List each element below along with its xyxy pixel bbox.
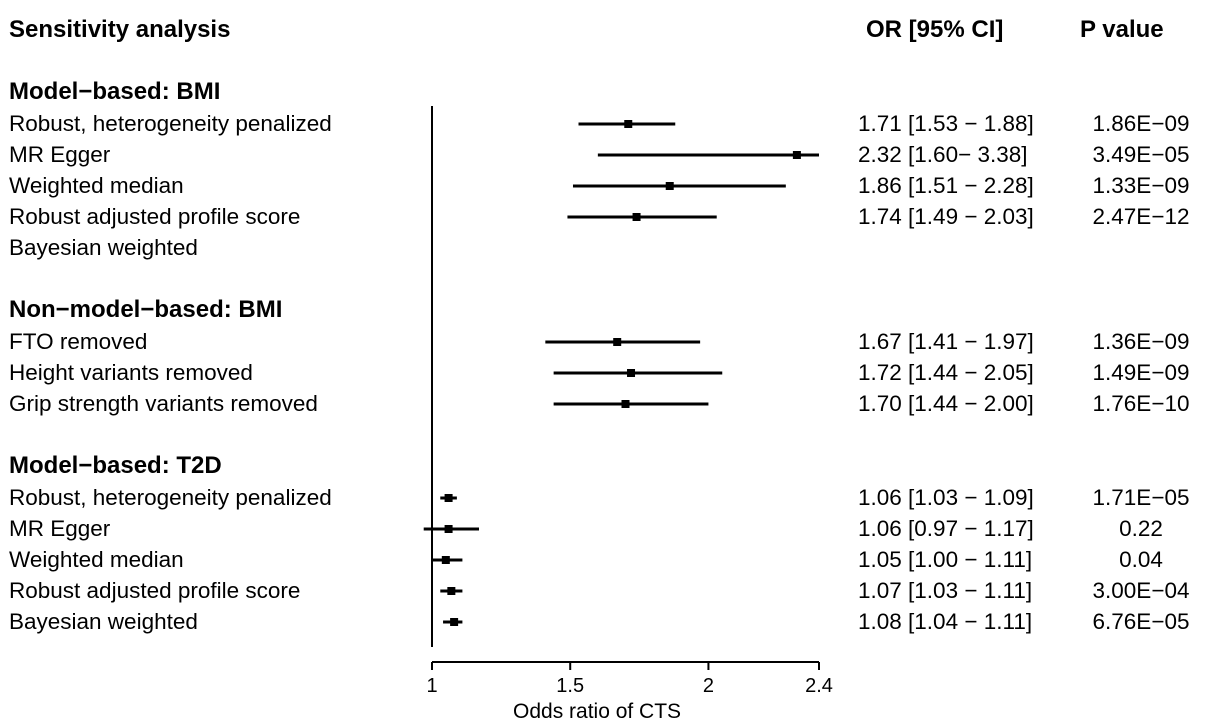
row-label: FTO removed: [9, 329, 148, 354]
or-ci-text: 1.74 [1.49 − 2.03]: [858, 204, 1034, 229]
row-label: MR Egger: [9, 142, 111, 167]
row-label: Height variants removed: [9, 360, 253, 385]
or-ci-text: 1.67 [1.41 − 1.97]: [858, 329, 1034, 354]
point-estimate: [665, 182, 674, 190]
p-value: 0.04: [1119, 547, 1163, 572]
point-estimate: [792, 151, 801, 159]
group-title: Non−model−based: BMI: [9, 296, 283, 323]
p-value: 2.47E−12: [1092, 204, 1190, 229]
p-value: 1.76E−10: [1092, 391, 1190, 416]
p-value: 0.22: [1119, 516, 1163, 541]
point-estimate: [613, 338, 622, 346]
x-axis-label: Odds ratio of CTS: [513, 700, 682, 723]
or-column-header: OR [95% CI]: [866, 16, 1004, 43]
row-label: Weighted median: [9, 173, 184, 198]
group-title: Model−based: T2D: [9, 452, 222, 479]
or-ci-text: 1.06 [0.97 − 1.17]: [858, 516, 1034, 541]
row-label: Robust, heterogeneity penalized: [9, 111, 332, 136]
point-estimate: [621, 400, 630, 408]
row-label: Robust adjusted profile score: [9, 204, 301, 229]
p-value: 1.86E−09: [1092, 111, 1190, 136]
point-estimate: [441, 556, 450, 564]
or-ci-text: 1.71 [1.53 − 1.88]: [858, 111, 1034, 136]
or-ci-text: 1.05 [1.00 − 1.11]: [858, 547, 1033, 572]
point-estimate: [444, 494, 453, 502]
or-ci-text: 1.07 [1.03 − 1.11]: [858, 578, 1033, 603]
or-ci-text: 2.32 [1.60− 3.38]: [858, 142, 1028, 167]
row-label: Bayesian weighted: [9, 235, 198, 260]
p-column-header: P value: [1080, 16, 1164, 43]
p-value: 1.33E−09: [1092, 173, 1190, 198]
point-estimate: [632, 213, 641, 221]
or-ci-text: 1.08 [1.04 − 1.11]: [858, 609, 1033, 634]
or-ci-text: 1.70 [1.44 − 2.00]: [858, 391, 1034, 416]
point-estimate: [627, 369, 636, 377]
p-value: 1.49E−09: [1092, 360, 1190, 385]
p-value: 6.76E−05: [1092, 609, 1190, 634]
or-ci-text: 1.06 [1.03 − 1.09]: [858, 485, 1034, 510]
p-value: 1.36E−09: [1092, 329, 1190, 354]
or-ci-text: 1.86 [1.51 − 2.28]: [858, 173, 1034, 198]
row-label: Weighted median: [9, 547, 184, 572]
point-estimate: [444, 525, 453, 533]
row-label: Grip strength variants removed: [9, 391, 318, 416]
x-tick-label: 1.5: [556, 675, 585, 697]
row-label: Robust, heterogeneity penalized: [9, 485, 332, 510]
x-tick-label: 2: [702, 675, 714, 697]
x-tick-label: 2.4: [805, 675, 833, 697]
chart-title: Sensitivity analysis: [9, 16, 231, 43]
p-value: 3.00E−04: [1092, 578, 1190, 603]
or-ci-text: 1.72 [1.44 − 2.05]: [858, 360, 1034, 385]
row-label: MR Egger: [9, 516, 111, 541]
point-estimate: [624, 120, 633, 128]
row-label: Robust adjusted profile score: [9, 578, 301, 603]
p-value: 3.49E−05: [1092, 142, 1190, 167]
x-tick-label: 1: [426, 675, 438, 697]
group-title: Model−based: BMI: [9, 78, 221, 105]
p-value: 1.71E−05: [1092, 485, 1190, 510]
point-estimate: [447, 587, 456, 595]
point-estimate: [450, 618, 459, 626]
row-label: Bayesian weighted: [9, 609, 198, 634]
